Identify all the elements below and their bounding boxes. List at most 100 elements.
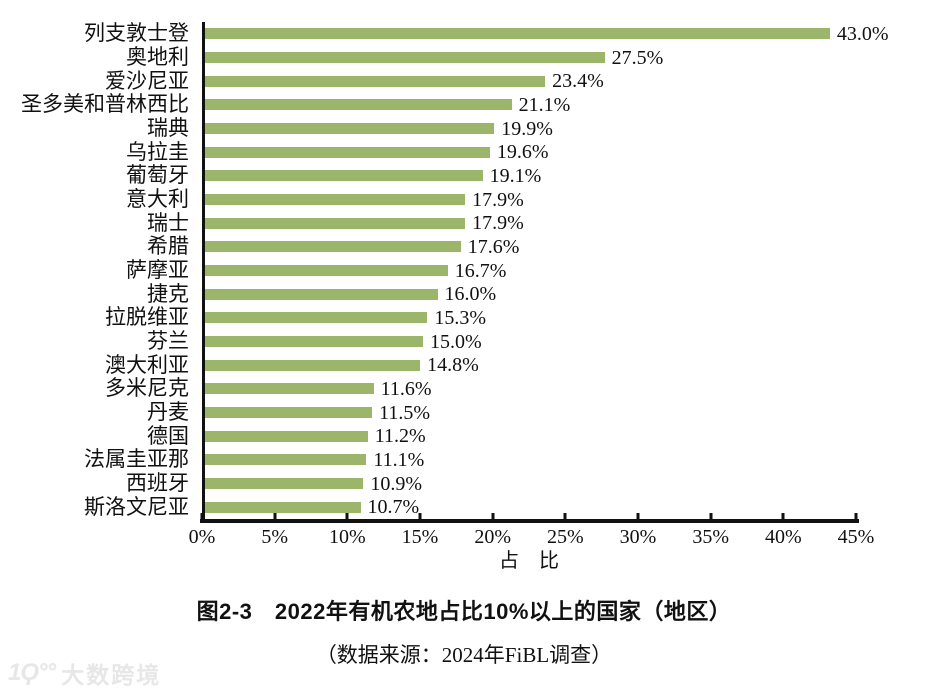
bar-row: 19.1% bbox=[205, 164, 859, 188]
bar-value-label: 17.9% bbox=[472, 188, 524, 211]
bar-value-label: 17.6% bbox=[467, 235, 520, 258]
category-label: 法属圭亚那 bbox=[84, 447, 189, 472]
bar bbox=[205, 123, 495, 135]
bar bbox=[205, 407, 373, 419]
x-axis-title: 占 比 bbox=[499, 550, 559, 572]
x-tick-label: 40% bbox=[764, 526, 802, 548]
bar-row: 23.4% bbox=[205, 69, 859, 93]
category-label: 澳大利亚 bbox=[105, 352, 189, 377]
bar-row: 17.6% bbox=[205, 235, 859, 259]
bar bbox=[205, 454, 367, 466]
bar-value-label: 10.7% bbox=[367, 496, 420, 519]
category-label: 列支敦士登 bbox=[84, 21, 189, 46]
bar-row: 19.6% bbox=[205, 140, 859, 164]
category-label: 圣多美和普林西比 bbox=[21, 92, 189, 117]
bar-row: 16.0% bbox=[205, 282, 859, 306]
x-tick bbox=[781, 513, 785, 519]
bar-value-label: 27.5% bbox=[611, 46, 664, 69]
x-tick-label: 30% bbox=[619, 526, 657, 548]
x-tick bbox=[273, 513, 277, 519]
bar-row: 43.0% bbox=[205, 22, 889, 46]
category-label: 丹麦 bbox=[147, 400, 189, 425]
x-tick-label: 15% bbox=[401, 526, 439, 548]
bar bbox=[205, 336, 423, 348]
category-label: 斯洛文尼亚 bbox=[84, 494, 189, 519]
category-label: 瑞典 bbox=[147, 116, 189, 141]
bar-value-label: 11.2% bbox=[374, 425, 426, 448]
figure-caption-title: 图2-3 2022年有机农地占比10%以上的国家（地区） bbox=[196, 599, 732, 624]
bar-row: 10.9% bbox=[205, 472, 859, 496]
bar bbox=[205, 217, 466, 229]
category-label: 意大利 bbox=[126, 187, 189, 212]
x-tick bbox=[636, 513, 640, 519]
bar-value-label: 11.6% bbox=[380, 377, 432, 400]
x-tick-label: 45% bbox=[837, 526, 875, 548]
category-label: 捷克 bbox=[147, 281, 189, 306]
bar-value-label: 11.5% bbox=[379, 401, 431, 424]
bar-row: 10.7% bbox=[205, 495, 859, 519]
bar bbox=[205, 359, 421, 371]
x-tick-label: 35% bbox=[692, 526, 729, 548]
x-tick bbox=[854, 513, 858, 519]
bar bbox=[205, 99, 512, 111]
bar-value-label: 16.0% bbox=[444, 283, 497, 306]
x-tick bbox=[345, 513, 349, 519]
bar bbox=[205, 75, 546, 87]
category-label: 拉脱维亚 bbox=[105, 305, 189, 330]
bar-value-label: 19.1% bbox=[489, 164, 542, 187]
x-tick-label: 5% bbox=[261, 526, 288, 548]
bar-row: 19.9% bbox=[205, 117, 859, 141]
bar bbox=[205, 194, 466, 206]
x-tick bbox=[709, 513, 713, 519]
watermark-text: 大数跨境 bbox=[61, 662, 162, 688]
bar-value-label: 19.9% bbox=[501, 117, 553, 140]
bar-value-label: 11.1% bbox=[373, 448, 425, 471]
x-tick-label: 0% bbox=[188, 526, 216, 548]
bar-rows: 43.0% 27.5% 23.4% 21.1% 19.9% 19.6% 19.1% 17.9%… bbox=[202, 22, 889, 519]
category-label: 乌拉圭 bbox=[126, 139, 189, 164]
watermark: 1Ϙ°° 大数跨境 bbox=[8, 656, 161, 690]
bar bbox=[205, 478, 364, 490]
category-label: 西班牙 bbox=[126, 471, 189, 496]
x-tick-label: 10% bbox=[328, 526, 366, 548]
bar-row: 11.2% bbox=[205, 424, 859, 448]
bar-row: 17.9% bbox=[205, 188, 859, 212]
bar bbox=[205, 312, 428, 324]
category-label: 瑞士 bbox=[147, 210, 189, 235]
bar bbox=[205, 383, 374, 395]
bar bbox=[205, 241, 461, 253]
x-tick-labels: 0% 5% 10% 15% 20% 25% 30% 35% 40% 45% bbox=[189, 526, 875, 550]
bar-value-label: 19.6% bbox=[496, 141, 549, 164]
watermark-logo-icon: 1Ϙ°° bbox=[8, 659, 56, 686]
category-label: 萨摩亚 bbox=[126, 258, 189, 283]
bar-row: 15.3% bbox=[205, 306, 859, 330]
bar-value-label: 21.1% bbox=[518, 93, 571, 116]
bar bbox=[205, 146, 490, 158]
bar bbox=[205, 501, 361, 513]
bar-value-label: 15.3% bbox=[434, 306, 487, 329]
bar-value-label: 23.4% bbox=[552, 70, 604, 93]
bar-value-label: 10.9% bbox=[370, 472, 423, 495]
category-label: 多米尼克 bbox=[105, 376, 189, 401]
category-label: 希腊 bbox=[147, 234, 189, 259]
bar bbox=[205, 288, 438, 300]
bar-row: 11.1% bbox=[205, 448, 859, 472]
bar-row: 17.9% bbox=[205, 211, 859, 235]
category-label: 葡萄牙 bbox=[126, 163, 189, 188]
bar-value-label: 16.7% bbox=[454, 259, 507, 282]
figure-caption-source: （数据来源：2024年FiBL调查） bbox=[315, 643, 613, 667]
bar bbox=[205, 430, 368, 442]
x-tick bbox=[418, 513, 422, 519]
bar-value-label: 17.9% bbox=[472, 212, 524, 235]
bar bbox=[205, 170, 483, 182]
category-labels: 列支敦士登 奥地利 爱沙尼亚 圣多美和普林西比 瑞典 乌拉圭 葡萄牙 意大利 瑞士 希腊 萨摩亚 捷克… bbox=[0, 22, 196, 519]
bar-value-label: 15.0% bbox=[430, 330, 482, 353]
category-label: 爱沙尼亚 bbox=[105, 68, 189, 93]
bar-row: 21.1% bbox=[205, 93, 859, 117]
x-tick bbox=[563, 513, 567, 519]
x-tick-label: 25% bbox=[546, 526, 584, 548]
bar-row: 14.8% bbox=[205, 353, 859, 377]
category-label: 芬兰 bbox=[147, 329, 189, 354]
x-tick-label: 20% bbox=[474, 526, 511, 548]
